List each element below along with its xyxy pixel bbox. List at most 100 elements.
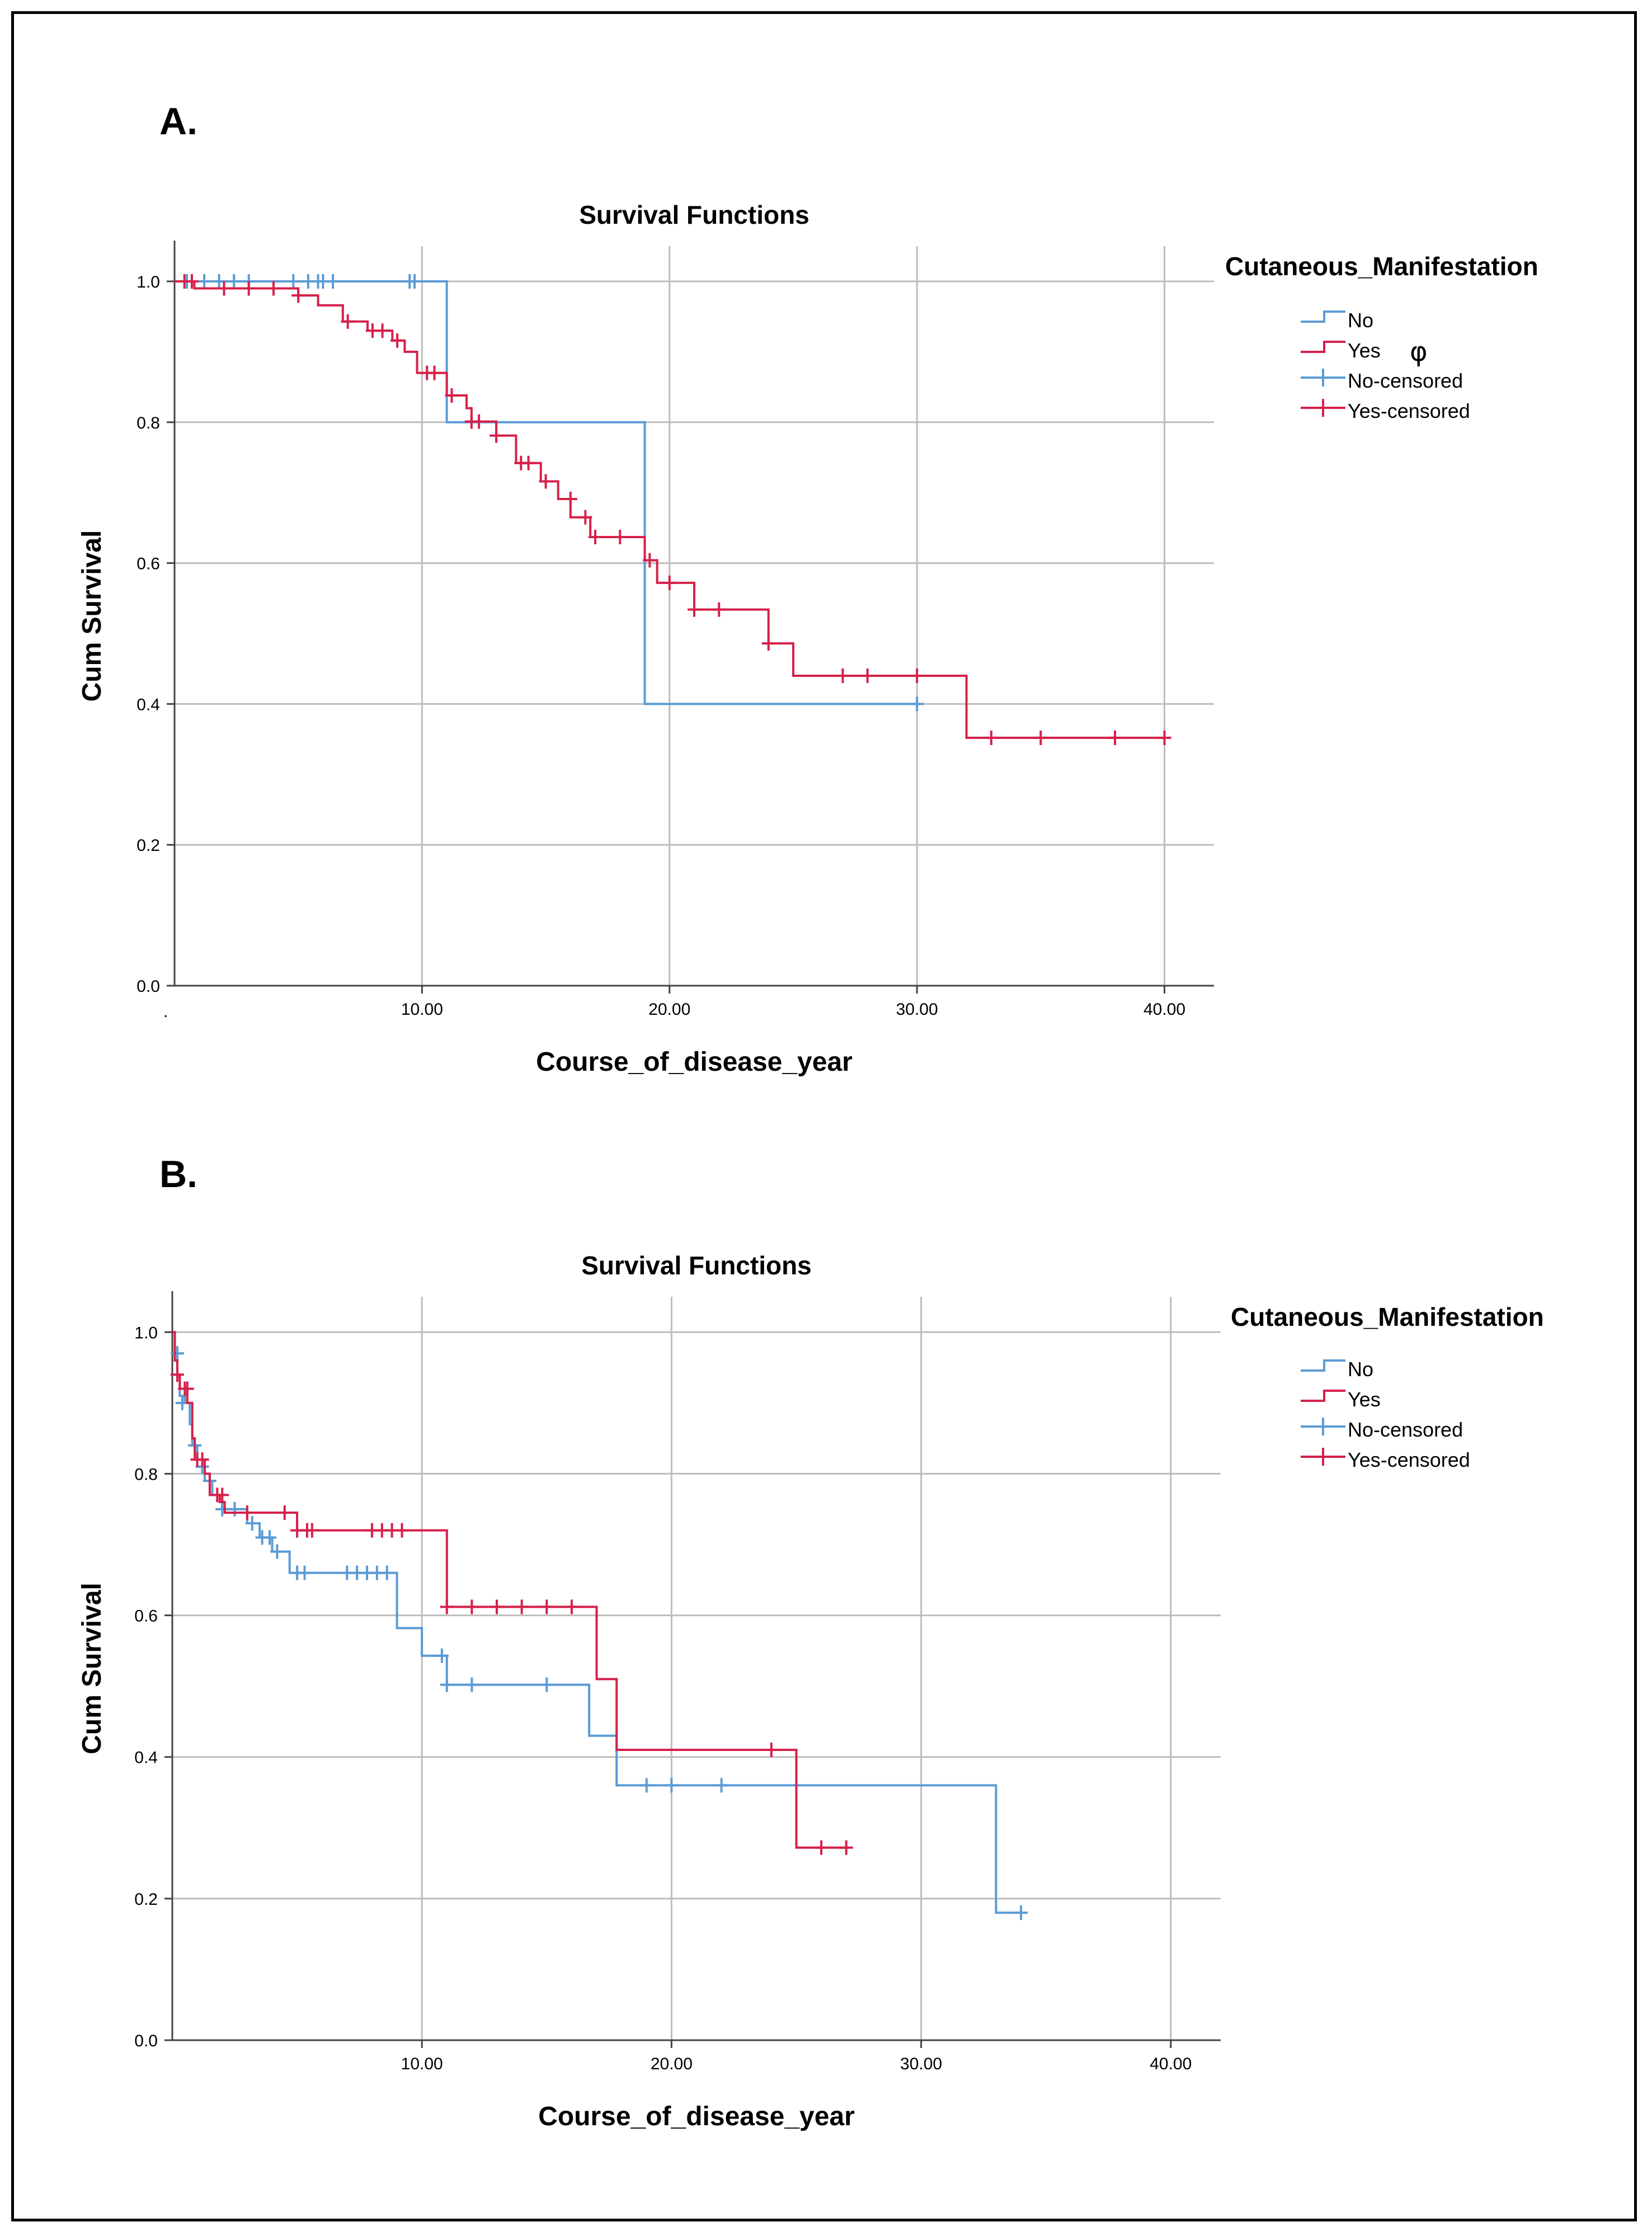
legend-line-symbol-no: [1301, 1359, 1345, 1372]
censor-mark-yes: [815, 1840, 829, 1855]
censor-mark-no: [435, 1648, 449, 1663]
x-tick-label: 10.00: [401, 2055, 443, 2073]
y-tick-label: 0.4: [137, 695, 160, 714]
y-tick-label: 0.8: [137, 414, 160, 432]
gridlines: [172, 1297, 1221, 2041]
censor-mark-yes: [643, 553, 657, 568]
censor-mark-yes: [1034, 730, 1048, 745]
survival-chart-a: A. Survival Functions 0.0 0.2 0.4 0.6 0.8 1.0 10…: [77, 100, 1538, 1077]
censor-mark-yes: [341, 314, 355, 329]
censor-mark-yes: [839, 1840, 853, 1855]
censor-mark-yes: [277, 1505, 291, 1521]
series-yes: [170, 1331, 853, 1855]
censor-mark-yes: [563, 491, 577, 506]
x-tick-label: 40.00: [1150, 2055, 1192, 2073]
annotation-symbol: φ: [1410, 336, 1428, 368]
censor-mark-no: [440, 1677, 454, 1692]
legend-entry-label: No-censored: [1348, 369, 1463, 392]
x-origin-label: .: [163, 1002, 168, 1021]
censor-mark-yes: [836, 669, 850, 684]
censor-mark-no: [227, 274, 241, 289]
censor-mark-yes: [860, 669, 874, 684]
censor-mark-no: [540, 1677, 554, 1692]
y-tick-label: 0.6: [134, 1607, 158, 1626]
legend: Cutaneous_Manifestation No Yes No-censored Y…: [1231, 1302, 1544, 1471]
survival-curve-no: [175, 280, 917, 705]
legend-line-symbol-yes: [1301, 341, 1345, 353]
censor-mark-yes: [490, 428, 503, 443]
x-tick-label: 30.00: [900, 2055, 942, 2073]
censor-mark-no: [215, 1501, 229, 1517]
censor-mark-no: [263, 1530, 277, 1545]
series-no: [175, 274, 924, 712]
legend-title: Cutaneous_Manifestation: [1231, 1302, 1544, 1331]
censor-mark-yes: [445, 388, 459, 403]
y-tick-label: 0.0: [134, 2032, 158, 2050]
censor-mark-yes: [578, 510, 592, 525]
censor-mark-yes: [539, 474, 553, 489]
y-tick-label: 1.0: [137, 273, 160, 291]
legend-entry-label: Yes-censored: [1348, 1448, 1470, 1471]
x-tick-label: 20.00: [648, 1000, 690, 1019]
censor-mark-yes: [217, 281, 231, 296]
censor-mark-yes: [240, 1505, 254, 1521]
panel-label: A.: [159, 100, 197, 143]
survival-chart-b: B. Survival Functions 0.0 0.2 0.4 0.6 0.8 1.0 10…: [77, 1153, 1544, 2131]
censor-mark-no: [197, 274, 211, 289]
censor-mark-yes: [195, 1452, 209, 1467]
censor-mark-yes: [242, 281, 256, 296]
survival-curve-yes: [172, 1331, 846, 1849]
censor-mark-yes: [170, 1367, 184, 1382]
censor-mark-yes: [589, 529, 603, 544]
y-tick-label: 0.0: [137, 977, 160, 996]
legend-entry-label: No: [1348, 309, 1373, 332]
series-yes: [175, 274, 1171, 745]
y-tick-label: 0.6: [137, 555, 160, 573]
figure-frame: [11, 11, 1637, 2221]
x-tick-label: 40.00: [1143, 1000, 1185, 1019]
censor-mark-no: [639, 1778, 653, 1793]
panel-label: B.: [159, 1153, 197, 1195]
y-tick-label: 0.2: [137, 836, 160, 855]
censor-mark-yes: [910, 669, 924, 684]
censor-mark-yes: [440, 1599, 454, 1614]
censor-mark-no: [408, 274, 422, 289]
censor-mark-yes: [984, 730, 998, 745]
censor-mark-no: [465, 1677, 479, 1692]
series-no: [170, 1331, 1028, 1920]
censor-mark-no: [326, 274, 340, 289]
legend-title: Cutaneous_Manifestation: [1225, 252, 1538, 281]
y-tick-label: 1.0: [134, 1324, 158, 1342]
legend-entry-label: Yes: [1348, 339, 1381, 362]
censor-mark-no: [665, 1778, 679, 1793]
censor-mark-no: [380, 1565, 394, 1580]
chart-title: Survival Functions: [579, 200, 809, 229]
y-tick-label: 0.2: [134, 1890, 158, 1909]
censor-mark-no: [910, 696, 924, 712]
censor-mark-yes: [180, 1381, 194, 1396]
censor-mark-yes: [465, 1599, 479, 1614]
censor-mark-yes: [490, 1599, 504, 1614]
censor-mark-no: [228, 1501, 242, 1517]
censor-mark-yes: [1108, 730, 1122, 745]
legend-line-symbol-no: [1301, 310, 1345, 323]
censor-mark-no: [714, 1778, 728, 1793]
censor-mark-yes: [291, 288, 305, 303]
censor-mark-yes: [540, 1599, 554, 1614]
legend-entry-label: Yes-censored: [1348, 399, 1470, 422]
censor-mark-yes: [1157, 730, 1171, 745]
censor-mark-yes: [305, 1523, 319, 1538]
y-tick-label: 0.8: [134, 1465, 158, 1484]
censor-mark-no: [170, 1346, 184, 1361]
x-tick-label: 10.00: [401, 1000, 443, 1019]
x-axis-label: Course_of_disease_year: [538, 2102, 855, 2131]
censor-mark-yes: [266, 281, 280, 296]
censor-mark-yes: [521, 455, 535, 470]
censor-mark-no: [270, 1544, 284, 1559]
y-axis-label: Cum Survival: [77, 530, 107, 702]
censor-mark-yes: [761, 636, 775, 651]
censor-mark-yes: [712, 602, 726, 617]
censor-mark-yes: [375, 323, 389, 338]
legend-entry-label: No: [1348, 1358, 1373, 1381]
